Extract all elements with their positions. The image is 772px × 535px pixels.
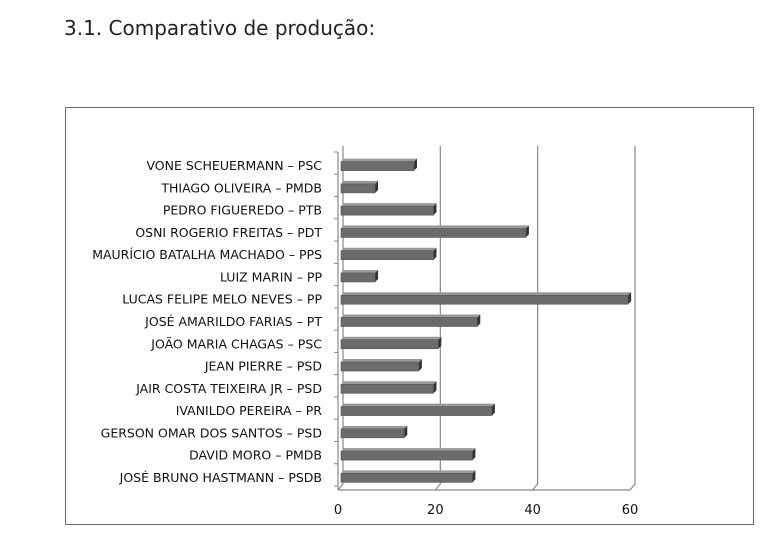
bar-side xyxy=(433,381,437,394)
gridline-floor xyxy=(532,483,539,491)
bar xyxy=(340,406,493,416)
bar-top xyxy=(341,247,437,251)
chart-frame xyxy=(65,107,754,525)
category-label: MAURÍCIO BATALHA MACHADO – PPS xyxy=(92,247,322,262)
bar-top xyxy=(341,158,417,162)
bar-side xyxy=(418,359,422,372)
category-label: JOSÉ BRUNO HASTMANN – PSDB xyxy=(119,470,322,485)
gridline-floor xyxy=(629,483,636,491)
bar-top xyxy=(341,470,476,474)
category-label: VONE SCHEUERMANN – PSC xyxy=(146,158,322,173)
bar xyxy=(340,450,473,461)
bar-top xyxy=(341,359,422,363)
bar-top xyxy=(341,314,481,318)
bar-side xyxy=(438,336,442,349)
bar xyxy=(340,473,473,483)
category-label: IVANILDO PEREIRA – PR xyxy=(176,403,323,418)
x-tick-label: 20 xyxy=(427,503,444,518)
bar-top xyxy=(341,381,437,385)
bar-side xyxy=(414,158,417,171)
bar-side xyxy=(404,425,408,438)
category-label: JAIR COSTA TEIXEIRA JR – PSD xyxy=(135,381,322,396)
bar xyxy=(340,205,434,216)
bar-top xyxy=(341,403,495,407)
bar xyxy=(340,161,415,171)
bar xyxy=(340,361,420,372)
category-label: DAVID MORO – PMDB xyxy=(189,448,322,463)
bar-side xyxy=(472,470,476,483)
bar-top xyxy=(341,425,408,429)
bar xyxy=(340,294,629,305)
bar xyxy=(340,339,439,350)
x-tick-label: 60 xyxy=(622,503,639,518)
bar-top xyxy=(341,269,379,273)
bar-top xyxy=(341,203,437,207)
section-heading: 3.1. Comparativo de produção: xyxy=(64,16,376,40)
bar xyxy=(340,272,376,283)
bar-side xyxy=(477,314,481,327)
category-label: JOSÉ AMARILDO FARIAS – PT xyxy=(144,314,322,329)
bar xyxy=(340,250,434,260)
bar-side xyxy=(472,448,476,461)
bar-side xyxy=(433,247,437,260)
bar-side xyxy=(375,180,379,193)
bar-side xyxy=(433,203,437,216)
gridline-floor xyxy=(434,483,441,491)
bar-top xyxy=(341,448,476,452)
bar-side xyxy=(375,269,379,282)
bar-top xyxy=(341,225,529,229)
bar-top xyxy=(341,180,379,184)
category-label: LUIZ MARIN – PP xyxy=(220,269,323,284)
bar xyxy=(340,183,376,194)
bar xyxy=(340,383,434,394)
bar xyxy=(340,428,405,439)
category-label: GERSON OMAR DOS SANTOS – PSD xyxy=(101,425,322,440)
bar-side xyxy=(525,225,529,238)
bar-top xyxy=(341,292,632,296)
bar xyxy=(340,317,478,327)
bar xyxy=(340,228,527,238)
category-label: JEAN PIERRE – PSD xyxy=(204,359,322,374)
category-label: OSNI ROGERIO FREITAS – PDT xyxy=(135,225,322,240)
bar-top xyxy=(341,336,442,340)
bar-side xyxy=(628,292,632,305)
x-tick-label: 40 xyxy=(524,503,541,518)
bar-side xyxy=(491,403,495,416)
category-label: LUCAS FELIPE MELO NEVES – PP xyxy=(122,292,322,307)
x-tick-label: 0 xyxy=(334,503,342,518)
category-label: PEDRO FIGUEREDO – PTB xyxy=(163,203,322,218)
gridline-floor xyxy=(337,483,344,491)
category-label: THIAGO OLIVEIRA – PMDB xyxy=(160,180,322,195)
category-label: JOÃO MARIA CHAGAS – PSC xyxy=(150,336,322,351)
